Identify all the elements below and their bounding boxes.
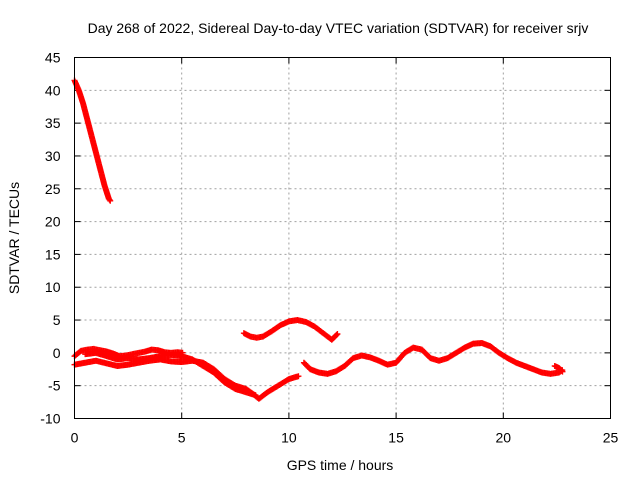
x-tick-label: 15 <box>388 430 404 446</box>
data-point <box>558 367 565 374</box>
series-arc-1 <box>71 77 114 204</box>
data-point <box>334 330 341 337</box>
y-tick-label: 5 <box>53 312 61 328</box>
data-point <box>559 368 566 375</box>
series-arc-4 <box>82 349 259 399</box>
plot-frame <box>74 57 611 419</box>
y-tick-label: 0 <box>53 345 61 361</box>
x-tick-label: 0 <box>71 430 79 446</box>
y-tick-label: 30 <box>45 148 61 164</box>
data-marks <box>71 77 566 402</box>
y-tick-label: 35 <box>45 115 61 131</box>
y-tick-label: 25 <box>45 181 61 197</box>
x-tick-label: 20 <box>496 430 512 446</box>
x-tick-labels: 0 5 10 15 20 25 <box>71 430 619 446</box>
y-tick-label: 10 <box>45 279 61 295</box>
y-tick-label: 40 <box>45 82 61 98</box>
x-axis-label: GPS time / hours <box>287 457 394 473</box>
data-point <box>107 197 114 204</box>
y-tick-label: -10 <box>40 411 60 427</box>
data-point <box>106 196 113 203</box>
series-arc-5 <box>240 317 341 343</box>
x-tick-label: 5 <box>178 430 186 446</box>
chart-title: Day 268 of 2022, Sidereal Day-to-day VTE… <box>88 20 589 36</box>
grid-lines <box>74 57 611 419</box>
series-arc-6 <box>300 340 566 377</box>
series-arc-7 <box>551 362 566 375</box>
series-arc-3 <box>71 356 302 402</box>
data-point <box>333 331 340 338</box>
y-axis-label: SDTVAR / TECUs <box>6 182 22 294</box>
y-tick-label: -5 <box>48 378 61 394</box>
y-tick-label: 45 <box>45 50 61 66</box>
y-tick-label: 20 <box>45 214 61 230</box>
y-tick-labels: -10 -5 0 5 10 15 20 25 30 35 40 45 <box>40 50 60 427</box>
data-point <box>252 392 259 399</box>
y-tick-label: 15 <box>45 246 61 262</box>
x-tick-label: 10 <box>281 430 297 446</box>
x-tick-label: 25 <box>603 430 619 446</box>
data-point <box>295 373 302 380</box>
